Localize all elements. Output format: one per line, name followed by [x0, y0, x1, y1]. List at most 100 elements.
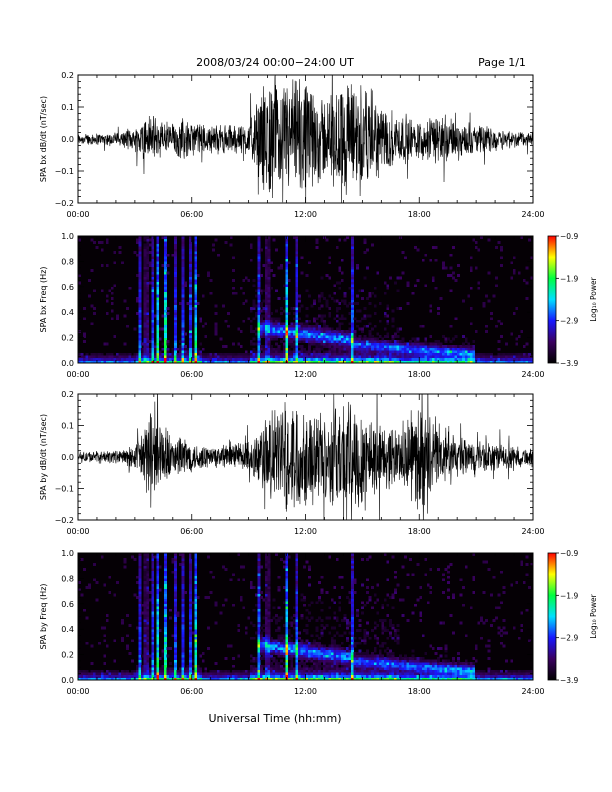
spectrogram-cell: [148, 340, 152, 343]
spectrogram-cell: [376, 360, 380, 364]
spectrogram-cell: [146, 307, 150, 310]
spectrogram-cell: [206, 271, 210, 275]
spectrogram-cell: [376, 667, 380, 671]
spectrogram-cell: [381, 603, 385, 607]
spectrogram-cell: [181, 563, 185, 566]
spectrogram-cell: [436, 347, 440, 351]
spectrogram-cell: [143, 253, 147, 257]
spectrogram-cell: [194, 248, 198, 252]
spectrogram-cell: [343, 672, 347, 676]
spectrogram-cell: [156, 317, 160, 321]
spectrogram-cell: [257, 335, 261, 338]
spectrogram-cell: [356, 360, 359, 364]
spectrogram-cell: [151, 565, 155, 569]
spectrogram-cell: [280, 263, 284, 267]
spectrogram-cell: [328, 276, 332, 280]
spectrogram-cell: [388, 662, 392, 666]
spectrogram-cell: [174, 568, 177, 572]
spectrogram-cell: [194, 261, 198, 265]
spectrogram-cell: [267, 261, 271, 265]
spectrogram-cell: [330, 340, 334, 343]
spectrogram-cell: [300, 646, 304, 650]
spectrogram-cell: [335, 299, 339, 303]
spectrogram-cell: [348, 672, 352, 676]
spectrogram-cell: [345, 360, 349, 364]
spectrogram-cell: [472, 352, 476, 356]
spectrogram-cell: [282, 677, 286, 681]
spectrogram-cell: [141, 357, 145, 361]
spectrogram-cell: [406, 357, 410, 361]
spectrogram-cell: [323, 314, 327, 318]
spectrogram-cell: [285, 296, 289, 300]
spectrogram-cell: [242, 319, 246, 323]
spectrogram-cell: [138, 289, 142, 293]
spectrogram-cell: [363, 276, 367, 280]
spectrogram-cell: [467, 357, 471, 361]
spectrogram-cell: [90, 662, 94, 666]
spectrogram-cell: [247, 669, 251, 673]
spectrogram-cell: [249, 669, 253, 673]
spectrogram-cell: [371, 342, 375, 346]
spectrogram-cell: [393, 639, 397, 643]
spectrogram-cell: [93, 563, 96, 566]
spectrogram-cell: [287, 312, 291, 316]
spectrogram-cell: [318, 659, 321, 663]
spectrogram-cell: [146, 570, 150, 574]
spectrogram-cell: [105, 238, 109, 242]
spectrogram-cell: [330, 352, 334, 356]
spectrogram-cell: [138, 317, 142, 321]
spectrogram-cell: [439, 342, 443, 346]
y-axis-label: SPA bx Freq (Hz): [39, 267, 48, 333]
spectrogram-cell: [340, 586, 344, 589]
spectrogram-cell: [265, 329, 268, 333]
spectrogram-cell: [206, 596, 210, 600]
spectrogram-cell: [371, 664, 375, 668]
spectrogram-cell: [138, 634, 142, 638]
spectrogram-cell: [174, 591, 177, 594]
spectrogram-cell: [151, 284, 155, 288]
spectrogram-cell: [373, 662, 377, 666]
spectrogram-cell: [211, 674, 215, 678]
spectrogram-cell: [181, 568, 185, 572]
spectrogram-cell: [353, 659, 357, 663]
spectrogram-cell: [146, 573, 150, 577]
spectrogram-cell: [487, 271, 491, 275]
y-tick-label: 0.2: [61, 334, 74, 343]
spectrogram-cell: [366, 601, 369, 605]
spectrogram-cell: [260, 657, 263, 660]
spectrogram-cell: [449, 357, 453, 361]
spectrogram-cell: [153, 357, 157, 361]
spectrogram-cell: [146, 659, 150, 663]
spectrogram-cell: [181, 621, 185, 625]
spectrogram-cell: [120, 672, 124, 676]
spectrogram-cell: [181, 347, 185, 351]
y-tick-label: 0.6: [61, 283, 74, 292]
spectrogram-cell: [424, 352, 428, 356]
spectrogram-cell: [287, 641, 291, 645]
spectrogram-cell: [386, 286, 390, 290]
spectrogram-cell: [156, 296, 160, 300]
spectrogram-cell: [181, 591, 185, 594]
spectrogram-cell: [260, 289, 263, 293]
spectrogram-cell: [143, 606, 147, 610]
spectrogram-cell: [265, 261, 268, 265]
spectrogram-cell: [320, 672, 324, 676]
spectrogram-cell: [310, 324, 314, 328]
spectrogram-cell: [136, 664, 139, 668]
spectrogram-cell: [292, 324, 296, 328]
spectrogram-cell: [146, 662, 150, 666]
spectrogram-cell: [174, 588, 177, 592]
spectrogram-cell: [371, 662, 375, 666]
spectrogram-cell: [189, 669, 193, 673]
spectrogram-cell: [356, 657, 359, 660]
spectrogram-cell: [224, 672, 228, 676]
spectrogram-cell: [335, 652, 339, 655]
spectrogram-cell: [88, 583, 91, 587]
spectrogram-cell: [449, 350, 453, 354]
spectrogram-cell: [257, 560, 261, 564]
spectrogram-cell: [191, 672, 195, 676]
spectrogram-cell: [343, 662, 347, 666]
spectrogram-cell: [366, 669, 369, 673]
spectrogram-cell: [363, 652, 367, 655]
spectrogram-cell: [318, 314, 321, 318]
